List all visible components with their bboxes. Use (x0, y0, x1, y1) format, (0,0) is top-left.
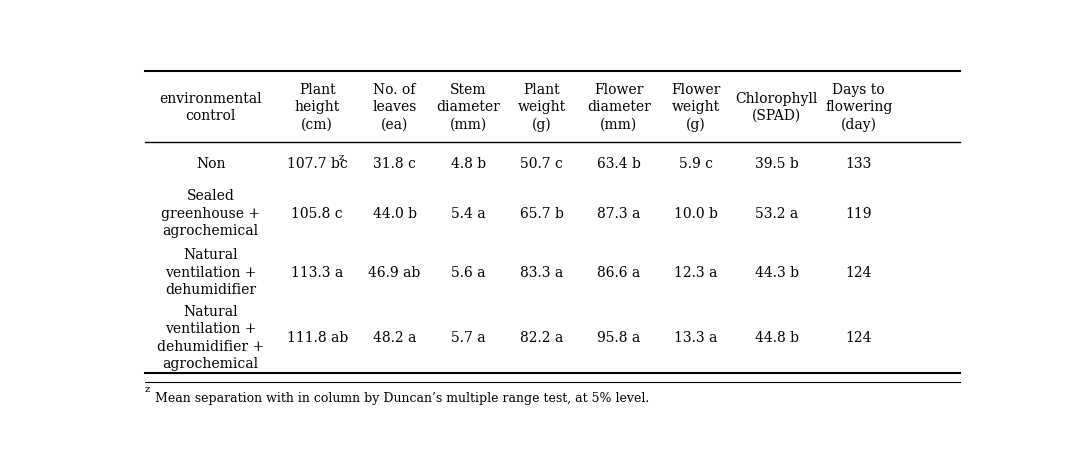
Text: 113.3 a: 113.3 a (291, 265, 344, 279)
Text: Natural
ventilation +
dehumidifier: Natural ventilation + dehumidifier (165, 248, 257, 296)
Text: 4.8 b: 4.8 b (451, 156, 486, 170)
Text: Mean separation with in column by Duncan’s multiple range test, at 5% level.: Mean separation with in column by Duncan… (155, 391, 649, 404)
Text: 105.8 c: 105.8 c (291, 206, 343, 220)
Text: 46.9 ab: 46.9 ab (369, 265, 420, 279)
Text: 44.0 b: 44.0 b (373, 206, 416, 220)
Text: Plant
weight
(g): Plant weight (g) (517, 83, 566, 132)
Text: 95.8 a: 95.8 a (597, 330, 640, 344)
Text: 107.7 bc: 107.7 bc (287, 156, 348, 170)
Text: 12.3 a: 12.3 a (675, 265, 718, 279)
Text: Non: Non (196, 156, 225, 170)
Text: Plant
height
(cm): Plant height (cm) (294, 83, 340, 131)
Text: 119: 119 (845, 206, 872, 220)
Text: 53.2 a: 53.2 a (756, 206, 799, 220)
Text: z: z (144, 384, 150, 394)
Text: No. of
leaves
(ea): No. of leaves (ea) (372, 83, 417, 131)
Text: 124: 124 (845, 330, 872, 344)
Text: Sealed
greenhouse +
agrochemical: Sealed greenhouse + agrochemical (162, 189, 260, 238)
Text: 10.0 b: 10.0 b (674, 206, 718, 220)
Text: Natural
ventilation +
dehumidifier +
agrochemical: Natural ventilation + dehumidifier + agr… (157, 304, 264, 370)
Text: Chlorophyll
(SPAD): Chlorophyll (SPAD) (735, 92, 818, 123)
Text: environmental
control: environmental control (160, 92, 262, 123)
Text: 5.7 a: 5.7 a (451, 330, 485, 344)
Text: 87.3 a: 87.3 a (597, 206, 640, 220)
Text: 82.2 a: 82.2 a (520, 330, 563, 344)
Text: 124: 124 (845, 265, 872, 279)
Text: 133: 133 (845, 156, 872, 170)
Text: Flower
diameter
(mm): Flower diameter (mm) (586, 83, 651, 131)
Text: 63.4 b: 63.4 b (597, 156, 640, 170)
Text: 44.8 b: 44.8 b (755, 330, 799, 344)
Text: 86.6 a: 86.6 a (597, 265, 640, 279)
Text: 5.4 a: 5.4 a (451, 206, 485, 220)
Text: 111.8 ab: 111.8 ab (287, 330, 348, 344)
Text: 39.5 b: 39.5 b (755, 156, 799, 170)
Text: Stem
diameter
(mm): Stem diameter (mm) (437, 83, 500, 131)
Text: 83.3 a: 83.3 a (520, 265, 563, 279)
Text: 13.3 a: 13.3 a (675, 330, 718, 344)
Text: Days to
flowering
(day): Days to flowering (day) (825, 83, 893, 132)
Text: 48.2 a: 48.2 a (373, 330, 416, 344)
Text: 31.8 c: 31.8 c (373, 156, 416, 170)
Text: Flower
weight
(g): Flower weight (g) (672, 83, 721, 132)
Text: 50.7 c: 50.7 c (521, 156, 563, 170)
Text: z: z (338, 152, 345, 162)
Text: 44.3 b: 44.3 b (755, 265, 799, 279)
Text: 65.7 b: 65.7 b (520, 206, 564, 220)
Text: 5.6 a: 5.6 a (451, 265, 485, 279)
Text: 5.9 c: 5.9 c (679, 156, 714, 170)
